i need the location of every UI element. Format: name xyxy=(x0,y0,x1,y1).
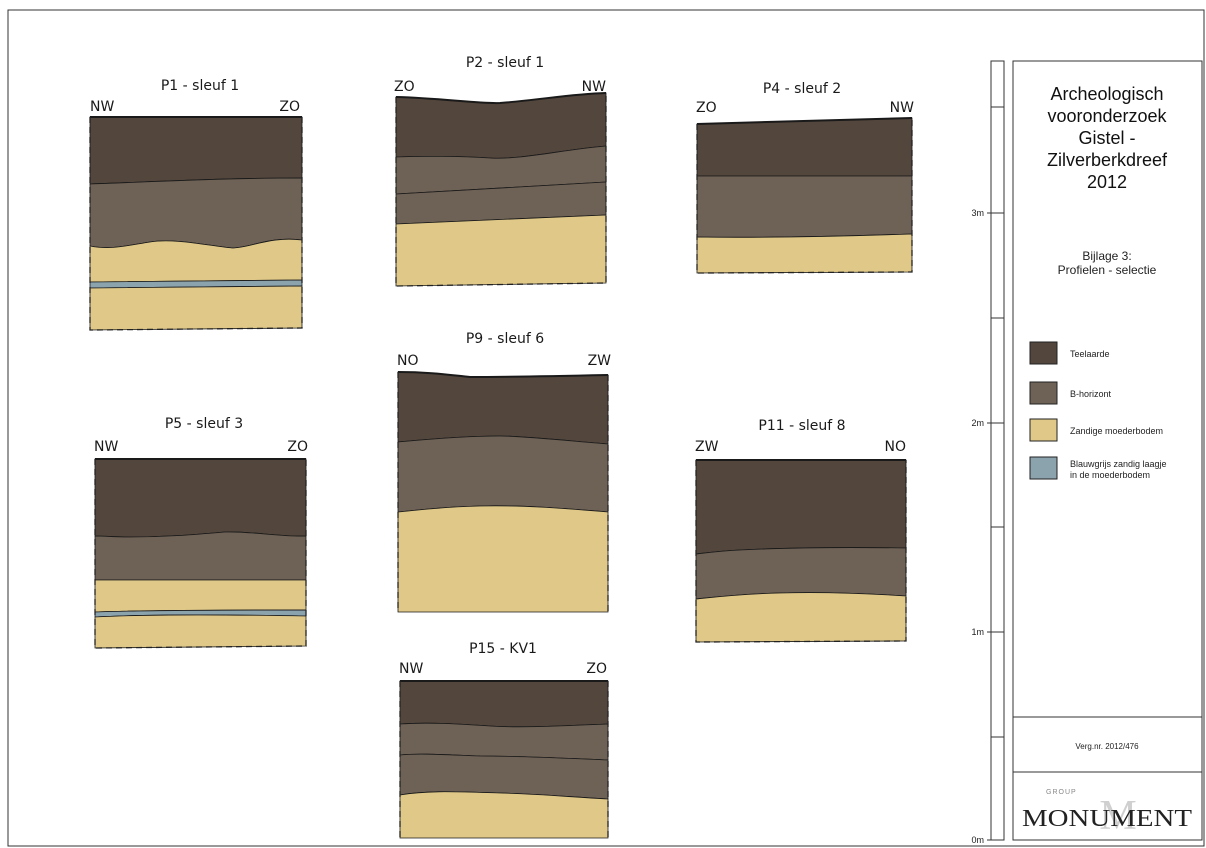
subtitle-line: Profielen - selectie xyxy=(1058,263,1157,277)
title-panel: Archeologisch vooronderzoek Gistel - Zil… xyxy=(1012,60,1203,841)
layer-zandig xyxy=(397,505,609,613)
orientation-right: ZO xyxy=(287,439,308,455)
orientation-left: NW xyxy=(94,439,118,455)
legend-label: B-horizont xyxy=(1070,389,1112,399)
layer-teelaarde xyxy=(695,459,907,555)
scale-label: 1m xyxy=(971,627,984,637)
legend-label: in de moederbodem xyxy=(1070,470,1150,480)
profile-title: P5 - sleuf 3 xyxy=(165,416,243,432)
profile-sides xyxy=(696,118,913,274)
project-title-line: 2012 xyxy=(1087,172,1127,192)
project-title-line: vooronderzoek xyxy=(1047,106,1167,126)
orientation-left: NW xyxy=(90,99,114,115)
logo-group-text: GROUP xyxy=(1046,789,1077,796)
legend-label: Blauwgrijs zandig laagje xyxy=(1070,459,1167,469)
profile-title: P2 - sleuf 1 xyxy=(466,55,544,71)
scale-label: 3m xyxy=(971,208,984,218)
layer-b-horizont xyxy=(696,175,913,238)
logo-wordmark: MONUMENT xyxy=(1022,806,1192,832)
profile-top xyxy=(397,371,609,379)
legend-swatch xyxy=(1029,418,1058,442)
project-title-line: Gistel - xyxy=(1078,128,1135,148)
orientation-left: ZW xyxy=(695,439,719,455)
layer-b-horizont xyxy=(94,531,307,581)
layer-zandig xyxy=(89,285,303,331)
orientation-right: NO xyxy=(885,439,907,455)
profile-p15: P15 - KV1 NW ZO xyxy=(399,641,609,839)
profile-title: P9 - sleuf 6 xyxy=(466,331,544,347)
layer-teelaarde xyxy=(89,116,303,185)
orientation-left: ZO xyxy=(696,100,717,116)
sheet-border xyxy=(7,9,1205,847)
orientation-right: ZO xyxy=(279,99,300,115)
project-title-line: Archeologisch xyxy=(1050,84,1163,104)
legend: Teelaarde B-horizont Zandige moederbodem… xyxy=(1029,341,1167,480)
profile-title: P11 - sleuf 8 xyxy=(758,418,845,434)
legend-label: Zandige moederbodem xyxy=(1070,426,1163,436)
layer-b-horizont xyxy=(397,435,609,513)
profile-sides xyxy=(695,460,907,643)
layer-teelaarde xyxy=(399,680,609,728)
layer-b-horizont xyxy=(89,177,303,249)
profile-p4: P4 - sleuf 2 ZO NW xyxy=(696,81,914,274)
legend-swatch xyxy=(1029,341,1058,365)
profile-p5: P5 - sleuf 3 NW ZO xyxy=(94,416,308,649)
logo-mark: M xyxy=(1099,793,1136,839)
orientation-left: ZO xyxy=(394,79,415,95)
layer-b-horizont xyxy=(395,145,607,195)
layer-teelaarde xyxy=(397,371,609,445)
profile-sides xyxy=(89,117,303,331)
orientation-left: NW xyxy=(399,661,423,677)
profile-p2: P2 - sleuf 1 ZO NW xyxy=(394,55,607,287)
layer-zandig xyxy=(399,791,609,839)
orientation-right: ZW xyxy=(588,353,612,369)
orientation-right: NW xyxy=(890,100,914,116)
project-title-line: Zilverberkdreef xyxy=(1047,150,1168,170)
profile-p9: P9 - sleuf 6 NO ZW xyxy=(397,331,612,613)
scale-label: 2m xyxy=(971,418,984,428)
layer-zandig xyxy=(94,614,307,649)
profile-title: P15 - KV1 xyxy=(469,641,537,657)
profile-p1: P1 - sleuf 1 NW ZO xyxy=(89,78,303,331)
legend-swatch xyxy=(1029,456,1058,480)
layer-zandig xyxy=(395,214,607,287)
depth-scale: 3m 2m 1m 0m xyxy=(971,60,1005,845)
layer-zandig xyxy=(696,233,913,274)
layer-teelaarde xyxy=(696,117,913,177)
scale-label: 0m xyxy=(971,835,984,845)
scale-bar xyxy=(990,60,1005,841)
monument-logo: M GROUP MONUMENT xyxy=(1022,789,1192,839)
orientation-right: NW xyxy=(582,79,606,95)
subtitle-line: Bijlage 3: xyxy=(1082,249,1131,263)
legend-label: Teelaarde xyxy=(1070,349,1110,359)
profile-p11: P11 - sleuf 8 ZW NO xyxy=(695,418,907,643)
layer-b-horizont xyxy=(695,547,907,600)
reference-number: Verg.nr. 2012/476 xyxy=(1075,742,1139,751)
profile-sides xyxy=(94,459,307,649)
profile-top xyxy=(696,117,913,125)
layer-zandig xyxy=(94,579,307,613)
layer-zandig xyxy=(695,592,907,643)
layer-zandig xyxy=(89,238,303,283)
orientation-left: NO xyxy=(397,353,419,369)
profile-top xyxy=(395,92,607,105)
profile-sides xyxy=(395,93,607,287)
profile-title: P4 - sleuf 2 xyxy=(763,81,841,97)
layer-teelaarde xyxy=(94,458,307,538)
orientation-right: ZO xyxy=(586,661,607,677)
profile-sides xyxy=(397,372,609,612)
profile-title: P1 - sleuf 1 xyxy=(161,78,239,94)
legend-swatch xyxy=(1029,381,1058,405)
panel-frame xyxy=(1012,60,1203,841)
profile-sides xyxy=(399,681,609,838)
